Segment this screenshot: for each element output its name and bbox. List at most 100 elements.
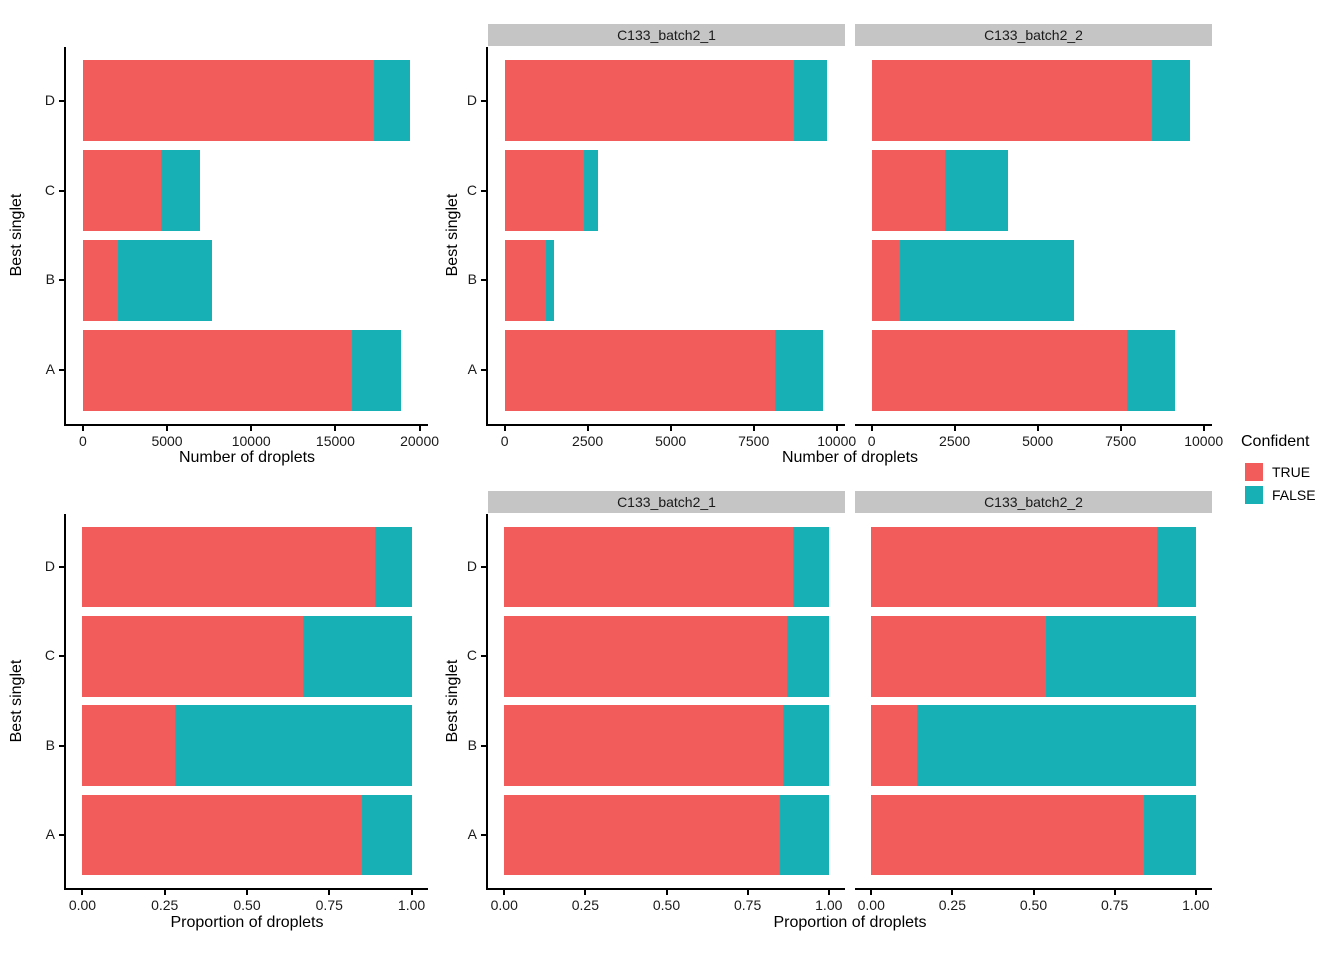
bar-C-true-segment	[82, 616, 303, 697]
x-axis-title-prop-left: Proportion of droplets	[170, 914, 324, 931]
y-axis-title-counts-left: Best singlet	[8, 193, 25, 277]
y-axis-title-prop-left: Best singlet	[8, 659, 25, 743]
x-axis-line	[855, 888, 1212, 890]
bar-A-false-segment	[362, 794, 412, 875]
y-axis-line	[64, 514, 66, 888]
x-tick-label: 0	[500, 433, 509, 449]
bar-C-false-segment	[944, 150, 1008, 231]
y-tick	[481, 833, 488, 836]
x-tick	[1194, 890, 1197, 895]
legend-title: Confident	[1241, 433, 1310, 450]
x-tick-label: 2500	[572, 433, 604, 449]
x-tick	[870, 890, 873, 895]
x-axis-line	[486, 888, 845, 890]
x-axis-line	[64, 424, 428, 426]
x-tick-label: 10000	[1184, 433, 1224, 449]
x-tick	[586, 426, 589, 431]
x-tick-label: 0	[78, 433, 87, 449]
x-tick	[418, 426, 421, 431]
y-tick	[59, 189, 66, 192]
x-tick	[827, 890, 830, 895]
bar-B-false-segment	[916, 705, 1196, 786]
y-tick	[59, 744, 66, 747]
bar-A-false-segment	[352, 329, 402, 411]
x-tick-label: 1.00	[815, 897, 843, 913]
y-tick-label: A	[467, 825, 477, 842]
y-tick	[481, 99, 488, 102]
bar-A-true-segment	[504, 329, 776, 411]
bar-B-true-segment	[871, 705, 917, 786]
bar-B-false-segment	[118, 239, 213, 321]
x-tick-label: 0.00	[490, 897, 518, 913]
x-tick-label: 5000	[1022, 433, 1054, 449]
x-tick	[246, 890, 248, 895]
y-tick-label: C	[466, 647, 477, 664]
bar-D-true-segment	[504, 60, 794, 142]
x-tick	[669, 426, 672, 431]
x-tick	[250, 426, 253, 431]
x-tick	[81, 890, 84, 895]
x-tick-label: 0.75	[1101, 897, 1129, 913]
facet-strip-counts-batch1: C133_batch2_1	[488, 24, 845, 46]
x-tick-label: 15000	[315, 433, 355, 449]
bar-C-false-segment	[302, 616, 412, 697]
x-tick	[334, 426, 337, 431]
y-tick	[481, 744, 488, 747]
bar-A-false-segment	[780, 794, 829, 875]
legend-item-true: TRUE	[1241, 463, 1316, 481]
x-axis-line	[64, 888, 428, 890]
x-axis-line	[486, 424, 845, 426]
x-tick-label: 20000	[400, 433, 440, 449]
legend-label-true: TRUE	[1272, 464, 1311, 480]
x-tick	[81, 426, 84, 431]
x-tick-label: 7500	[738, 433, 770, 449]
bar-C-false-segment	[1046, 616, 1196, 697]
legend: Confident TRUE FALSE	[1241, 433, 1316, 509]
plot-panel-counts-all: A B C D 0 5000 10000 15000 20000	[45, 47, 439, 449]
x-axis-title-counts-facets: Number of droplets	[781, 449, 919, 466]
x-tick-label: 0.25	[151, 897, 179, 913]
x-tick-label: 0.50	[233, 897, 261, 913]
x-tick-label: 0.75	[734, 897, 762, 913]
x-tick-label: 10000	[817, 433, 857, 449]
y-tick-label: C	[44, 181, 55, 198]
y-tick-label: B	[467, 736, 477, 753]
x-tick-label: 1.00	[1182, 897, 1210, 913]
x-axis-line	[855, 424, 1212, 426]
bar-B-true-segment	[871, 239, 900, 321]
y-tick	[59, 833, 66, 836]
y-tick	[59, 566, 66, 569]
y-axis-line	[486, 47, 488, 424]
bar-D-true-segment	[82, 527, 376, 608]
plot-panel-counts-batch1: C133_batch2_1 A B C D 0 2500 5000 7500 10000	[467, 24, 856, 449]
bar-A-true-segment	[82, 794, 363, 875]
x-tick	[951, 890, 954, 895]
plot-panel-counts-batch2: C133_batch2_2 0 2500 5000 7500 10000	[855, 24, 1223, 449]
bar-C-false-segment	[584, 150, 598, 231]
plot-panel-prop-batch2: C133_batch2_2 0.00 0.25 0.50 0.75 1.00	[855, 491, 1212, 913]
x-tick-label: 0	[867, 433, 876, 449]
x-axis-title-prop-facets: Proportion of droplets	[773, 914, 927, 931]
bar-C-false-segment	[161, 150, 200, 231]
bar-C-true-segment	[504, 616, 787, 697]
bar-D-false-segment	[374, 60, 411, 142]
y-tick-label: B	[45, 271, 55, 288]
x-tick-label: 0.25	[938, 897, 966, 913]
bar-D-true-segment	[871, 527, 1157, 608]
bar-B-false-segment	[546, 239, 555, 321]
bar-B-false-segment	[783, 705, 829, 786]
bar-A-true-segment	[82, 329, 353, 411]
x-tick	[752, 426, 755, 431]
x-tick	[410, 890, 413, 895]
x-tick	[746, 890, 749, 895]
bar-B-true-segment	[82, 239, 119, 321]
bar-B-true-segment	[504, 705, 784, 786]
bar-A-true-segment	[871, 794, 1144, 875]
bar-A-true-segment	[504, 794, 781, 875]
x-tick-label: 1.00	[397, 897, 426, 913]
bar-A-true-segment	[871, 329, 1128, 411]
bar-B-true-segment	[504, 239, 547, 321]
y-tick	[481, 369, 488, 372]
y-axis-line	[64, 47, 66, 424]
